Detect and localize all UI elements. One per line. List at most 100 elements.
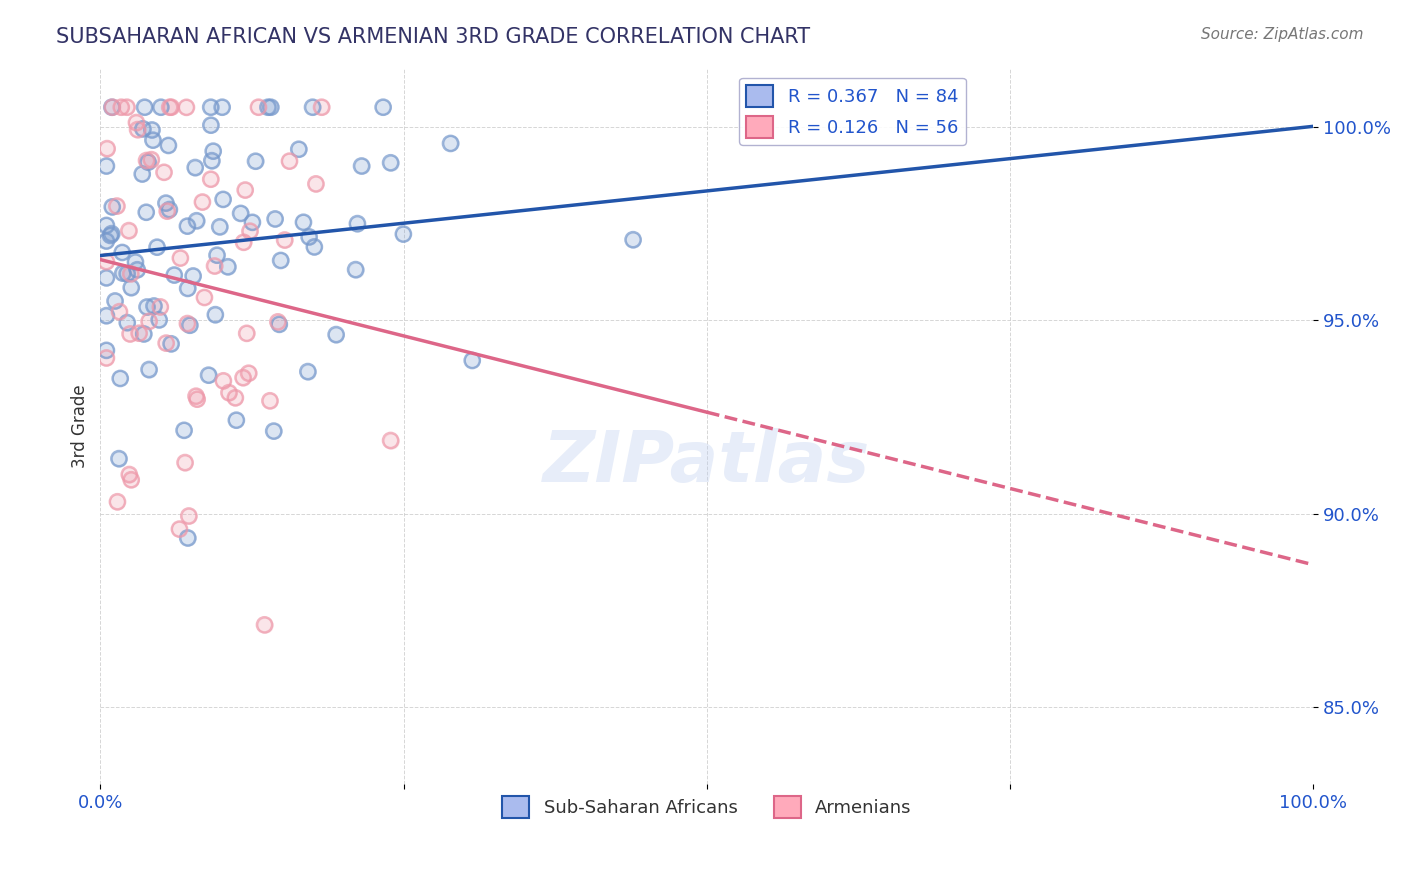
Point bbox=[138, 314, 160, 328]
Legend: Sub-Saharan Africans, Armenians: Sub-Saharan Africans, Armenians bbox=[495, 789, 918, 825]
Point bbox=[217, 260, 239, 274]
Point bbox=[96, 343, 118, 358]
Point bbox=[149, 300, 172, 314]
Point bbox=[135, 205, 157, 219]
Point bbox=[344, 262, 367, 277]
Point bbox=[380, 434, 402, 448]
Point bbox=[298, 230, 321, 244]
Point bbox=[392, 227, 415, 241]
Point bbox=[131, 167, 153, 181]
Point bbox=[245, 154, 267, 169]
Point bbox=[155, 336, 177, 351]
Point bbox=[380, 434, 402, 448]
Point bbox=[136, 300, 159, 314]
Point bbox=[142, 133, 165, 147]
Point bbox=[155, 196, 177, 211]
Point bbox=[157, 138, 180, 153]
Point bbox=[235, 326, 257, 341]
Point bbox=[157, 202, 180, 217]
Point bbox=[127, 262, 149, 277]
Point bbox=[173, 423, 195, 437]
Point bbox=[263, 424, 285, 438]
Point bbox=[96, 254, 118, 268]
Point bbox=[176, 100, 198, 114]
Point bbox=[115, 267, 138, 281]
Point bbox=[186, 213, 208, 227]
Point bbox=[142, 133, 165, 147]
Point bbox=[177, 508, 200, 523]
Point bbox=[239, 224, 262, 238]
Point bbox=[621, 233, 644, 247]
Point bbox=[96, 270, 118, 285]
Point bbox=[176, 219, 198, 234]
Point bbox=[242, 215, 264, 229]
Point bbox=[136, 155, 159, 169]
Point bbox=[259, 393, 281, 408]
Point bbox=[96, 219, 118, 233]
Point bbox=[232, 370, 254, 384]
Point bbox=[269, 318, 291, 332]
Point bbox=[305, 177, 328, 191]
Point bbox=[141, 153, 163, 167]
Point bbox=[287, 142, 309, 156]
Point bbox=[621, 233, 644, 247]
Point bbox=[200, 100, 222, 114]
Point bbox=[193, 291, 215, 305]
Point bbox=[159, 100, 181, 114]
Point bbox=[232, 235, 254, 250]
Point bbox=[131, 167, 153, 181]
Point bbox=[350, 159, 373, 173]
Point bbox=[108, 304, 131, 318]
Point bbox=[96, 343, 118, 358]
Point bbox=[118, 224, 141, 238]
Point bbox=[371, 100, 394, 114]
Text: Source: ZipAtlas.com: Source: ZipAtlas.com bbox=[1201, 27, 1364, 42]
Point bbox=[298, 230, 321, 244]
Point bbox=[136, 155, 159, 169]
Point bbox=[104, 293, 127, 308]
Point bbox=[96, 142, 118, 156]
Text: ZIPatlas: ZIPatlas bbox=[543, 428, 870, 497]
Point bbox=[142, 299, 165, 313]
Point bbox=[101, 200, 124, 214]
Point bbox=[96, 159, 118, 173]
Point bbox=[287, 142, 309, 156]
Point bbox=[253, 617, 276, 632]
Point bbox=[96, 309, 118, 323]
Point bbox=[392, 227, 415, 241]
Point bbox=[101, 100, 124, 114]
Point bbox=[155, 336, 177, 351]
Point bbox=[224, 391, 246, 405]
Point bbox=[135, 205, 157, 219]
Point bbox=[204, 259, 226, 273]
Point bbox=[224, 391, 246, 405]
Point bbox=[132, 326, 155, 341]
Point bbox=[160, 336, 183, 351]
Point bbox=[247, 100, 270, 114]
Point bbox=[132, 121, 155, 136]
Point bbox=[200, 172, 222, 186]
Text: SUBSAHARAN AFRICAN VS ARMENIAN 3RD GRADE CORRELATION CHART: SUBSAHARAN AFRICAN VS ARMENIAN 3RD GRADE… bbox=[56, 27, 810, 46]
Point bbox=[229, 206, 252, 220]
Point bbox=[107, 494, 129, 508]
Point bbox=[148, 313, 170, 327]
Point bbox=[101, 100, 124, 114]
Point bbox=[174, 456, 197, 470]
Point bbox=[197, 368, 219, 383]
Point bbox=[118, 326, 141, 341]
Point bbox=[107, 494, 129, 508]
Point bbox=[120, 473, 142, 487]
Point bbox=[125, 115, 148, 129]
Point bbox=[232, 235, 254, 250]
Point bbox=[105, 199, 128, 213]
Point bbox=[169, 522, 191, 536]
Point bbox=[461, 353, 484, 368]
Point bbox=[176, 317, 198, 331]
Point bbox=[204, 259, 226, 273]
Point bbox=[111, 245, 134, 260]
Point bbox=[96, 234, 118, 248]
Point bbox=[461, 353, 484, 368]
Point bbox=[200, 118, 222, 132]
Point bbox=[264, 211, 287, 226]
Point bbox=[96, 270, 118, 285]
